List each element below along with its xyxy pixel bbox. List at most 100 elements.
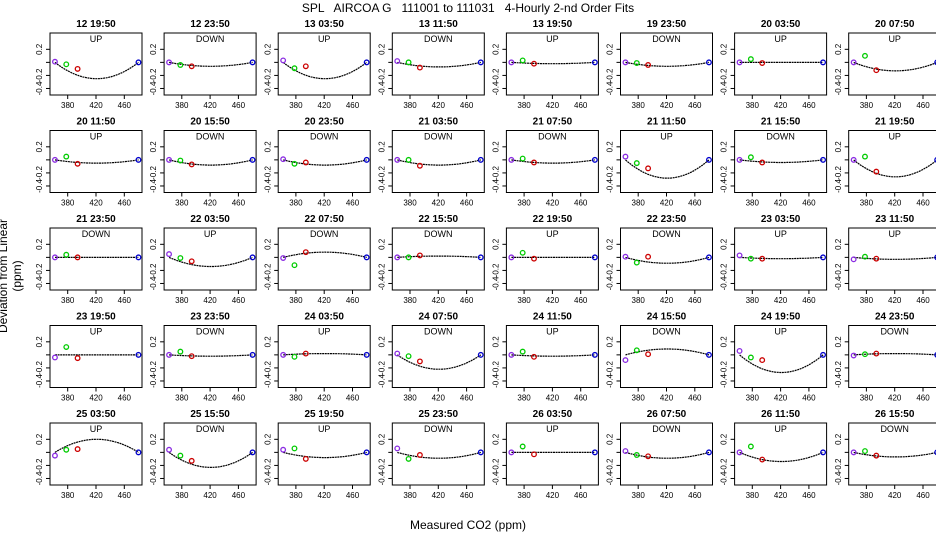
y-tick-label: -0.4 bbox=[377, 276, 386, 290]
data-point bbox=[63, 344, 70, 350]
panel-title: 21 19:50 bbox=[875, 117, 915, 128]
fit-curve bbox=[511, 354, 595, 357]
x-tick-label: 380 bbox=[289, 199, 303, 208]
data-point bbox=[873, 350, 880, 357]
data-point bbox=[508, 254, 515, 261]
panel-direction-label: DOWN bbox=[538, 132, 567, 142]
panel-title: 22 07:50 bbox=[304, 214, 344, 225]
fit-curve bbox=[853, 159, 936, 178]
x-tick-label: 420 bbox=[660, 394, 674, 403]
y-tick-label: 0.2 bbox=[834, 433, 843, 445]
x-tick-label: 380 bbox=[61, 491, 75, 500]
data-point bbox=[477, 254, 484, 261]
panel-title: 23 23:50 bbox=[190, 312, 230, 323]
data-point bbox=[736, 449, 743, 456]
y-tick-label: -0.2 bbox=[377, 68, 386, 82]
data-point bbox=[416, 64, 423, 71]
y-tick-label: -0.2 bbox=[377, 458, 386, 472]
y-tick-label: -0.4 bbox=[492, 374, 501, 388]
fit-curve bbox=[54, 61, 139, 80]
x-tick-label: 420 bbox=[774, 199, 788, 208]
y-tick-label: -0.4 bbox=[149, 276, 158, 290]
y-tick-label: 0.2 bbox=[35, 336, 44, 348]
panel-direction-label: DOWN bbox=[424, 424, 453, 434]
data-point bbox=[280, 446, 287, 453]
data-point bbox=[188, 63, 195, 70]
y-tick-label: 0.2 bbox=[720, 238, 729, 250]
x-tick-label: 380 bbox=[289, 491, 303, 500]
x-tick-label: 420 bbox=[774, 491, 788, 500]
y-tick-label: -0.4 bbox=[35, 374, 44, 388]
x-tick-label: 380 bbox=[632, 199, 646, 208]
y-tick-label: 0.2 bbox=[492, 238, 501, 250]
y-tick-label: 0.2 bbox=[834, 238, 843, 250]
data-point bbox=[188, 457, 195, 464]
data-point bbox=[645, 351, 652, 358]
y-tick-label: -0.2 bbox=[263, 458, 272, 472]
data-point bbox=[477, 351, 484, 358]
panel-title: 12 23:50 bbox=[190, 19, 230, 30]
x-tick-label: 420 bbox=[318, 296, 332, 305]
data-point bbox=[291, 262, 298, 269]
x-tick-label: 380 bbox=[289, 394, 303, 403]
y-tick-label: -0.4 bbox=[720, 471, 729, 485]
panel-title: 13 03:50 bbox=[304, 19, 344, 30]
x-tick-label: 460 bbox=[232, 394, 246, 403]
data-point bbox=[394, 156, 401, 163]
y-tick-label: -0.4 bbox=[263, 374, 272, 388]
panel-title: 13 11:50 bbox=[419, 19, 458, 30]
y-tick-label: -0.4 bbox=[263, 471, 272, 485]
data-point bbox=[706, 156, 712, 163]
y-tick-label: 0.2 bbox=[492, 43, 501, 55]
y-tick-label: 0.2 bbox=[720, 336, 729, 348]
panel-direction-label: UP bbox=[774, 34, 787, 44]
data-point bbox=[63, 251, 70, 258]
y-tick-label: -0.4 bbox=[834, 81, 843, 95]
panel-title: 23 11:50 bbox=[875, 214, 914, 225]
data-point bbox=[405, 455, 412, 462]
data-point bbox=[759, 357, 766, 364]
data-point bbox=[759, 456, 766, 463]
fit-curve bbox=[54, 438, 139, 453]
panel-title: 21 07:50 bbox=[533, 117, 573, 128]
y-tick-label: 0.2 bbox=[377, 238, 386, 250]
panel-title: 25 03:50 bbox=[76, 409, 116, 420]
fit-curve bbox=[853, 256, 936, 260]
data-point bbox=[52, 354, 58, 361]
y-tick-label: -0.4 bbox=[263, 179, 272, 193]
y-tick-label: -0.2 bbox=[720, 68, 729, 82]
x-tick-label: 420 bbox=[546, 394, 560, 403]
data-point bbox=[706, 351, 712, 358]
y-tick-label: -0.2 bbox=[492, 68, 501, 82]
data-point bbox=[477, 156, 484, 163]
data-point bbox=[633, 60, 640, 66]
x-tick-label: 420 bbox=[203, 199, 217, 208]
data-point bbox=[873, 255, 880, 262]
data-point bbox=[519, 57, 526, 64]
panel-direction-label: DOWN bbox=[880, 327, 909, 337]
panel-direction-label: DOWN bbox=[766, 132, 795, 142]
y-tick-label: 0.2 bbox=[492, 336, 501, 348]
data-point bbox=[645, 165, 652, 172]
fit-curve bbox=[397, 255, 481, 258]
data-point bbox=[850, 449, 857, 456]
y-tick-label: 0.2 bbox=[35, 141, 44, 153]
data-point bbox=[166, 59, 173, 66]
fit-curve bbox=[853, 353, 936, 356]
x-tick-label: 420 bbox=[203, 101, 217, 110]
y-tick-label: -0.2 bbox=[834, 263, 843, 277]
panel-direction-label: UP bbox=[90, 327, 103, 337]
x-tick-label: 380 bbox=[517, 394, 531, 403]
x-tick-label: 380 bbox=[289, 296, 303, 305]
data-point bbox=[645, 253, 652, 260]
fit-curve bbox=[283, 353, 367, 356]
data-point bbox=[249, 156, 256, 163]
data-point bbox=[63, 153, 70, 160]
fit-curve bbox=[397, 451, 481, 459]
panel-direction-label: DOWN bbox=[196, 424, 225, 434]
x-tick-label: 380 bbox=[860, 199, 874, 208]
y-tick-label: -0.4 bbox=[35, 471, 44, 485]
data-point bbox=[177, 157, 184, 164]
y-tick-label: 0.2 bbox=[606, 336, 615, 348]
data-point bbox=[531, 60, 537, 67]
